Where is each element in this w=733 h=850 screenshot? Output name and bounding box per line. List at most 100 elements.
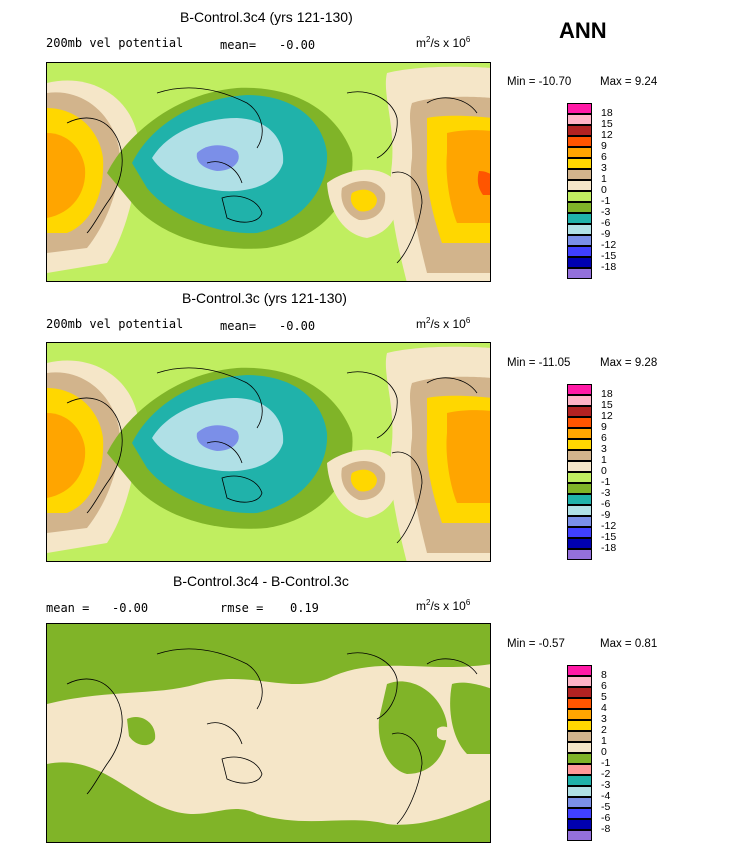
- panel-3-title: B-Control.3c4 - B-Control.3c: [173, 573, 349, 589]
- colorbar-label: 0: [601, 184, 607, 196]
- panel-1-map: [46, 62, 491, 282]
- colorbar-label: -6: [601, 498, 611, 510]
- colorbar-label: -18: [601, 542, 617, 554]
- colorbar-label: -9: [601, 228, 611, 240]
- colorbar-swatch: [567, 136, 592, 147]
- colorbar-swatch: [567, 461, 592, 472]
- colorbar-label: 15: [601, 118, 613, 130]
- colorbar-label: -8: [601, 823, 611, 835]
- colorbar-swatch: [567, 687, 592, 698]
- season-label: ANN: [559, 18, 607, 43]
- panel-1-units: m2/s x 106: [416, 35, 471, 50]
- colorbar-swatch: [567, 147, 592, 158]
- colorbar-swatch: [567, 472, 592, 483]
- colorbar-swatch: [567, 114, 592, 125]
- colorbar-swatch: [567, 246, 592, 257]
- panel-2-min: Min = -11.05: [507, 357, 571, 369]
- colorbar-swatch: [567, 775, 592, 786]
- colorbar-swatch: [567, 676, 592, 687]
- panel-3-units: m2/s x 106: [416, 598, 471, 613]
- colorbar-swatch: [567, 505, 592, 516]
- panel-2-mean-label: mean=: [220, 319, 257, 333]
- colorbar-label: 1: [601, 735, 607, 747]
- panel-1-field-label: 200mb vel potential: [46, 36, 184, 50]
- panel-1-mean-value: -0.00: [279, 38, 316, 52]
- colorbar-swatch: [567, 731, 592, 742]
- colorbar-swatch: [567, 494, 592, 505]
- colorbar-label: 0: [601, 465, 607, 477]
- panel-2-field-label: 200mb vel potential: [46, 317, 184, 331]
- colorbar-swatch: [567, 395, 592, 406]
- panel-3-min: Min = -0.57: [507, 638, 565, 650]
- colorbar-label: -1: [601, 195, 611, 207]
- colorbar-label: -15: [601, 250, 617, 262]
- colorbar-swatch: [567, 549, 592, 560]
- colorbar-swatch: [567, 202, 592, 213]
- colorbar-swatch: [567, 786, 592, 797]
- panel-2-mean-value: -0.00: [279, 319, 316, 333]
- colorbar-label: -1: [601, 476, 611, 488]
- colorbar-swatch: [567, 797, 592, 808]
- colorbar-label: 1: [601, 454, 607, 466]
- panel-2-title: B-Control.3c (yrs 121-130): [182, 290, 347, 306]
- colorbar-label: -4: [601, 790, 611, 802]
- colorbar-swatch: [567, 169, 592, 180]
- colorbar-swatch: [567, 830, 592, 841]
- colorbar-swatch: [567, 709, 592, 720]
- panel-3-rmse-value: 0.19: [290, 601, 319, 615]
- panel-3-rmse-label: rmse =: [220, 601, 264, 615]
- colorbar-swatch: [567, 406, 592, 417]
- colorbar-label: 12: [601, 410, 613, 422]
- colorbar-swatch: [567, 516, 592, 527]
- colorbar-label: 3: [601, 162, 607, 174]
- colorbar-label: 1: [601, 173, 607, 185]
- colorbar-label: 4: [601, 702, 607, 714]
- colorbar-label: 2: [601, 724, 607, 736]
- colorbar-label: 18: [601, 107, 613, 119]
- colorbar-swatch: [567, 417, 592, 428]
- colorbar-swatch: [567, 191, 592, 202]
- colorbar-swatch: [567, 742, 592, 753]
- panel-1-max: Max = 9.24: [600, 76, 658, 88]
- colorbar-label: -5: [601, 801, 611, 813]
- colorbar-label: -6: [601, 217, 611, 229]
- colorbar-swatch: [567, 224, 592, 235]
- colorbar-label: 6: [601, 432, 607, 444]
- colorbar-label: 6: [601, 680, 607, 692]
- colorbar-swatch: [567, 527, 592, 538]
- colorbar-swatch: [567, 808, 592, 819]
- panel-1-min: Min = -10.70: [507, 76, 572, 88]
- colorbar-label: -18: [601, 261, 617, 273]
- panel-3-max: Max = 0.81: [600, 638, 658, 650]
- colorbar-label: -9: [601, 509, 611, 521]
- colorbar-swatch: [567, 764, 592, 775]
- panel-3-mean-label: mean =: [46, 601, 90, 615]
- colorbar-swatch: [567, 753, 592, 764]
- colorbar-swatch: [567, 483, 592, 494]
- colorbar-swatch: [567, 665, 592, 676]
- colorbar-swatch: [567, 819, 592, 830]
- colorbar-swatch: [567, 268, 592, 279]
- colorbar-label: -12: [601, 520, 617, 532]
- colorbar-swatch: [567, 439, 592, 450]
- colorbar-label: -2: [601, 768, 611, 780]
- colorbar-swatch: [567, 720, 592, 731]
- colorbar-swatch: [567, 213, 592, 224]
- colorbar-label: -6: [601, 812, 611, 824]
- colorbar-swatch: [567, 384, 592, 395]
- panel-1-title: B-Control.3c4 (yrs 121-130): [180, 9, 353, 25]
- panel-2-map: [46, 342, 491, 562]
- colorbar-label: -1: [601, 757, 611, 769]
- colorbar-label: 18: [601, 388, 613, 400]
- colorbar-label: 9: [601, 421, 607, 433]
- colorbar-label: -15: [601, 531, 617, 543]
- colorbar-swatch: [567, 257, 592, 268]
- colorbar-swatch: [567, 125, 592, 136]
- colorbar-swatch: [567, 235, 592, 246]
- colorbar-label: -3: [601, 779, 611, 791]
- panel-3-mean-value: -0.00: [112, 601, 149, 615]
- panel-3-map: [46, 623, 491, 843]
- colorbar-label: 6: [601, 151, 607, 163]
- colorbar-swatch: [567, 103, 592, 114]
- colorbar-label: 0: [601, 746, 607, 758]
